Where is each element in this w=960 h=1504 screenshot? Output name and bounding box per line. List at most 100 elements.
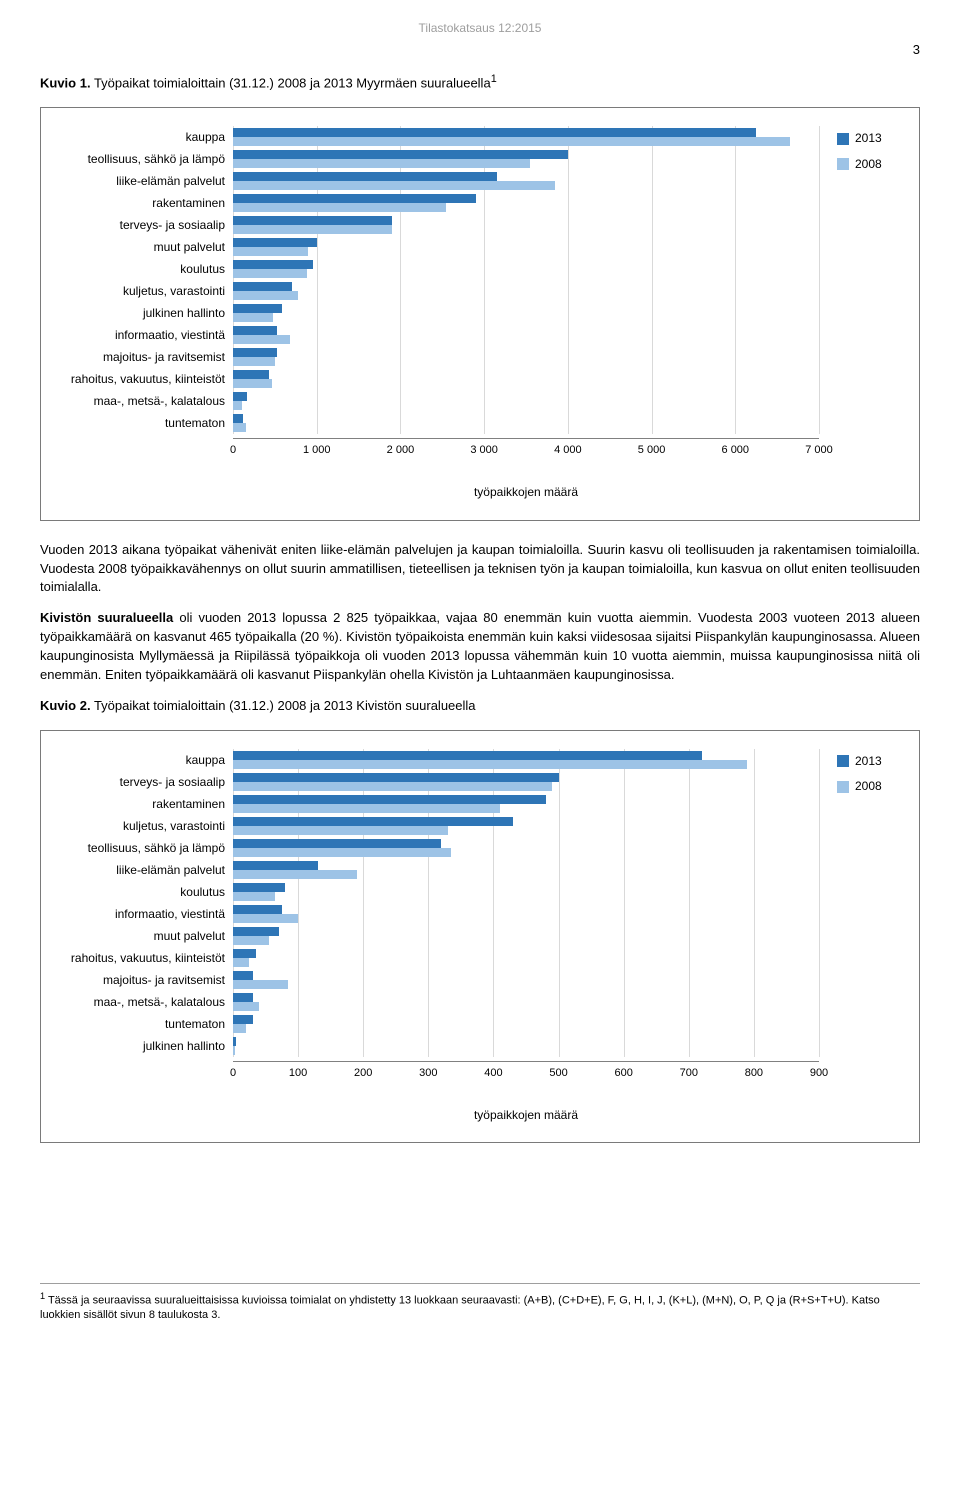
bar-2013 (233, 993, 253, 1002)
axis-tick-label: 100 (289, 1066, 307, 1082)
category-label: julkinen hallinto (63, 1035, 225, 1057)
bar-2008 (233, 826, 448, 835)
bar-row (233, 412, 819, 434)
bar-2013 (233, 304, 282, 313)
bar-2013 (233, 927, 279, 936)
legend-swatch-2013 (837, 755, 849, 767)
legend-item-2013: 2013 (837, 753, 897, 770)
bar-2008 (233, 804, 500, 813)
bar-2008 (233, 423, 246, 432)
category-label: informaatio, viestintä (63, 324, 225, 346)
category-label: teollisuus, sähkö ja lämpö (63, 148, 225, 170)
page-number: 3 (40, 41, 920, 60)
bar-2013 (233, 348, 277, 357)
legend-item-2013: 2013 (837, 130, 897, 147)
bar-row (233, 368, 819, 390)
bar-2008 (233, 936, 269, 945)
bar-2008 (233, 313, 273, 322)
category-label: kauppa (63, 749, 225, 771)
bar-row (233, 302, 819, 324)
category-label: rakentaminen (63, 793, 225, 815)
bar-2013 (233, 150, 568, 159)
bar-row (233, 236, 819, 258)
bar-row (233, 126, 819, 148)
bar-row (233, 991, 819, 1013)
legend-swatch-2008 (837, 781, 849, 793)
bar-2013 (233, 949, 256, 958)
bar-row (233, 793, 819, 815)
category-label: kuljetus, varastointi (63, 280, 225, 302)
bar-row (233, 925, 819, 947)
bar-2013 (233, 861, 318, 870)
bar-2008 (233, 137, 790, 146)
bar-2008 (233, 848, 451, 857)
bar-row (233, 148, 819, 170)
bar-row (233, 771, 819, 793)
figure-1-x-axis-label: työpaikkojen määrä (233, 484, 819, 501)
figure-2-rest: Työpaikat toimialoittain (31.12.) 2008 j… (91, 698, 476, 713)
figure-2-legend: 2013 2008 (819, 749, 897, 800)
bar-row (233, 969, 819, 991)
bar-2013 (233, 795, 546, 804)
bar-2008 (233, 892, 275, 901)
bar-2013 (233, 905, 282, 914)
figure-2-chart: kauppaterveys- ja sosiaaliprakentaminenk… (40, 730, 920, 1143)
bar-row (233, 280, 819, 302)
bar-2013 (233, 751, 702, 760)
bar-2008 (233, 291, 298, 300)
bar-2013 (233, 128, 756, 137)
bar-2013 (233, 326, 277, 335)
bar-2008 (233, 980, 288, 989)
category-label: rahoitus, vakuutus, kiinteistöt (63, 368, 225, 390)
bar-2008 (233, 1024, 246, 1033)
bar-2008 (233, 269, 307, 278)
bar-row (233, 258, 819, 280)
axis-tick-label: 3 000 (470, 443, 498, 459)
footnote: 1 Tässä ja seuraavissa suuralueittaisiss… (40, 1283, 920, 1323)
document-header: Tilastokatsaus 12:2015 (40, 20, 920, 37)
bar-row (233, 947, 819, 969)
paragraph-2: Kivistön suuralueella oli vuoden 2013 lo… (40, 609, 920, 684)
category-label: kauppa (63, 126, 225, 148)
axis-tick-label: 0 (230, 443, 236, 459)
category-label: muut palvelut (63, 236, 225, 258)
category-label: rakentaminen (63, 192, 225, 214)
figure-1-chart: kauppateollisuus, sähkö ja lämpöliike-el… (40, 107, 920, 520)
bar-row (233, 346, 819, 368)
legend-label-2008: 2008 (855, 156, 882, 173)
axis-tick-label: 800 (745, 1066, 763, 1082)
bar-2008 (233, 225, 392, 234)
category-label: julkinen hallinto (63, 302, 225, 324)
body-text: Vuoden 2013 aikana työpaikat vähenivät e… (40, 541, 920, 685)
axis-tick-label: 400 (484, 1066, 502, 1082)
bar-2013 (233, 773, 559, 782)
bar-row (233, 1035, 819, 1057)
bar-2013 (233, 883, 285, 892)
paragraph-1: Vuoden 2013 aikana työpaikat vähenivät e… (40, 541, 920, 598)
axis-tick-label: 600 (614, 1066, 632, 1082)
category-label: liike-elämän palvelut (63, 170, 225, 192)
bar-row (233, 192, 819, 214)
category-label: maa-, metsä-, kalatalous (63, 390, 225, 412)
bar-2008 (233, 914, 298, 923)
axis-tick-label: 4 000 (554, 443, 582, 459)
bar-row (233, 903, 819, 925)
bar-2008 (233, 379, 272, 388)
legend-swatch-2008 (837, 158, 849, 170)
bar-2013 (233, 238, 317, 247)
axis-tick-label: 2 000 (387, 443, 415, 459)
bar-row (233, 324, 819, 346)
axis-tick-label: 7 000 (805, 443, 833, 459)
legend-label-2013: 2013 (855, 130, 882, 147)
axis-tick-label: 500 (549, 1066, 567, 1082)
paragraph-2-bold: Kivistön suuralueella (40, 610, 173, 625)
axis-tick-label: 200 (354, 1066, 372, 1082)
bar-row (233, 1013, 819, 1035)
category-label: koulutus (63, 258, 225, 280)
bar-2008 (233, 247, 308, 256)
bar-2013 (233, 370, 269, 379)
bar-row (233, 214, 819, 236)
axis-tick-label: 6 000 (722, 443, 750, 459)
category-label: majoitus- ja ravitsemist (63, 346, 225, 368)
bar-2008 (233, 181, 555, 190)
